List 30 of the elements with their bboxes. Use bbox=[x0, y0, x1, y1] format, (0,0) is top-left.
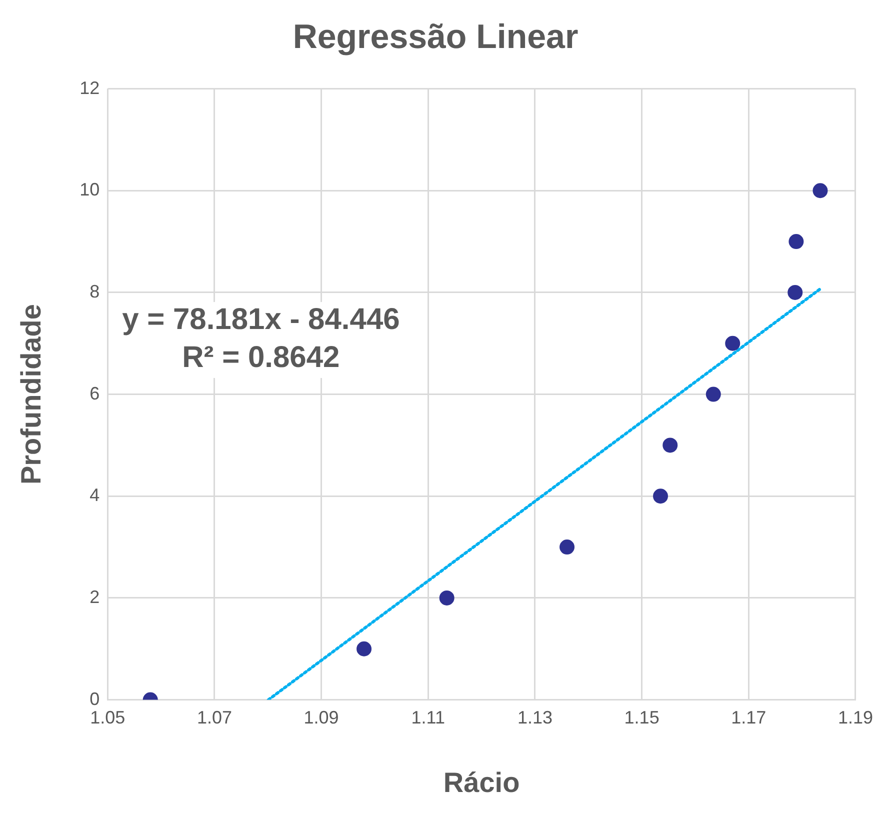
x-tick-label: 1.19 bbox=[838, 708, 874, 728]
point bbox=[356, 641, 372, 656]
x-tick-label: 1.09 bbox=[304, 708, 339, 728]
y-axis-title: Profundidade bbox=[16, 304, 47, 485]
point bbox=[788, 284, 803, 300]
x-tick-label: 1.07 bbox=[196, 708, 232, 728]
point bbox=[439, 590, 454, 606]
x-tick-label: 1.13 bbox=[517, 708, 552, 728]
point bbox=[662, 438, 678, 453]
annotation: y = 78.181x - 84.446 bbox=[122, 303, 400, 336]
x-tick-label: 1.11 bbox=[411, 708, 445, 728]
x-tick-label: 1.05 bbox=[90, 708, 126, 728]
y-tick-label: 10 bbox=[80, 180, 100, 200]
annotation: R² = 0.8642 bbox=[182, 341, 340, 374]
x-axis-title: Rácio bbox=[443, 766, 520, 798]
x-tick-label: 1.15 bbox=[624, 708, 660, 728]
point bbox=[788, 234, 804, 250]
x-tick-label: 1.17 bbox=[731, 708, 766, 728]
point bbox=[725, 336, 740, 351]
y-tick-label: 12 bbox=[80, 78, 100, 98]
point bbox=[560, 540, 575, 555]
point bbox=[653, 488, 668, 504]
y-tick-label: 6 bbox=[90, 383, 100, 404]
point bbox=[706, 386, 721, 402]
point bbox=[812, 183, 828, 198]
y-tick-label: 8 bbox=[90, 281, 100, 302]
y-tick-label: 4 bbox=[90, 485, 100, 506]
chart-title: Regressão Linear bbox=[292, 18, 578, 56]
y-tick-label: 0 bbox=[90, 688, 100, 709]
y-tick-label: 2 bbox=[90, 586, 100, 607]
